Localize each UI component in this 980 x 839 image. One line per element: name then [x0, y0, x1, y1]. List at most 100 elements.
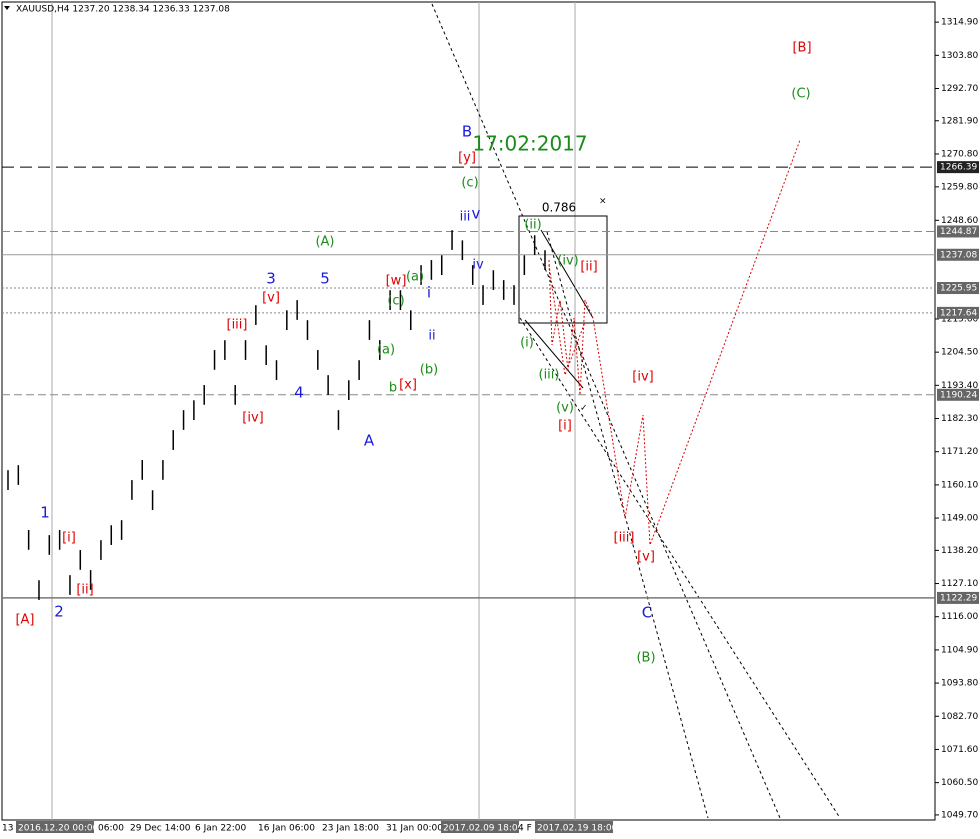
wave-label: [iv]: [242, 411, 263, 426]
x-tick-label: 31 Jan 00:00: [386, 824, 443, 834]
wave-label: (i): [520, 336, 534, 351]
level-label: 1217.64: [940, 308, 977, 318]
wave-label: v: [472, 205, 481, 223]
x-tick-label: 06:00: [98, 824, 124, 834]
y-tick-label: 1248.60: [941, 216, 978, 226]
level-box: [937, 161, 979, 174]
x-tick-label: 23 Jan 18:00: [322, 824, 379, 834]
level-label: 1266.39: [940, 163, 977, 173]
wave-label: (b): [420, 363, 438, 378]
level-label: 1122.29: [940, 593, 977, 603]
wave-label: iv: [472, 258, 484, 273]
wave-label: [x]: [399, 378, 417, 393]
trend-line: [519, 317, 841, 819]
wave-label: [iii]: [614, 531, 635, 546]
y-tick-label: 1093.80: [941, 679, 978, 689]
wave-label: 5: [320, 270, 330, 288]
y-tick-label: 1259.80: [941, 182, 978, 192]
x-tick-label: 4 F: [518, 824, 532, 834]
wave-label: 0.786: [542, 201, 576, 215]
x-label-box: [535, 821, 613, 833]
channel-line: [524, 319, 584, 389]
wave-label: [ii]: [580, 260, 597, 275]
x-tick-label: 6 Jan 22:00: [195, 824, 247, 834]
check-icon: ✓: [580, 404, 588, 414]
wave-label: [w]: [386, 274, 407, 289]
wave-label: (ii): [524, 218, 541, 233]
wave-label: (C): [791, 87, 810, 102]
wave-label: [i]: [558, 419, 572, 434]
y-tick-label: 1303.80: [941, 51, 978, 61]
level-box: [937, 248, 979, 261]
projection-path: [548, 264, 586, 376]
wave-label: [i]: [62, 531, 76, 546]
wave-label: [A]: [15, 613, 34, 628]
marker-icon: ×: [599, 197, 607, 207]
wave-label: (c): [387, 294, 404, 309]
wave-label: 17:02:2017: [472, 132, 587, 156]
y-tick-label: 1071.60: [941, 745, 978, 755]
wave-label: [v]: [262, 291, 280, 306]
wave-label: 1: [40, 504, 50, 522]
wave-label: (B): [636, 651, 655, 666]
wave-label: (iii): [539, 368, 560, 383]
wave-label: [v]: [637, 550, 655, 565]
y-tick-label: 1116.00: [941, 612, 978, 622]
wave-label: [iv]: [632, 370, 653, 385]
wave-label: (A): [315, 235, 334, 250]
y-tick-label: 1182.30: [941, 414, 978, 424]
wave-label: [iii]: [227, 318, 248, 333]
level-box: [937, 388, 979, 401]
wave-label: 3: [266, 270, 276, 288]
x-tick-label: 29 Dec 14:00: [130, 824, 191, 834]
wave-label: [B]: [792, 41, 811, 56]
wave-label: [y]: [458, 151, 476, 166]
y-tick-label: 1082.70: [941, 712, 978, 722]
x-tick-label: 2017.02.09 18:00: [443, 824, 524, 834]
wave-label: ii: [428, 329, 435, 344]
y-tick-label: 1049.70: [941, 810, 978, 820]
level-label: 1244.87: [940, 227, 977, 237]
channel-line: [540, 229, 594, 319]
x-tick-label: 16 Jan 06:00: [258, 824, 315, 834]
y-tick-label: 1193.40: [941, 381, 978, 391]
level-label: 1190.24: [940, 390, 977, 400]
wave-label: 2: [54, 603, 64, 621]
y-tick-label: 1314.90: [941, 18, 978, 28]
chart-title: XAUUSD,H4 1237.20 1238.34 1236.33 1237.0…: [16, 5, 230, 15]
wave-label: b: [389, 381, 397, 396]
x-label-box: [441, 821, 519, 833]
x-tick-label: 13: [2, 824, 13, 834]
trend-line: [546, 231, 709, 819]
y-tick-label: 1204.50: [941, 348, 978, 358]
wave-label: i: [427, 284, 431, 302]
level-box: [937, 591, 979, 604]
y-tick-label: 1127.10: [941, 579, 978, 589]
y-tick-label: 1149.00: [941, 514, 978, 524]
level-box: [937, 306, 979, 319]
wave-label: 4: [294, 384, 304, 402]
y-tick-label: 1281.90: [941, 116, 978, 126]
y-tick-label: 1215.60: [941, 314, 978, 324]
level-box: [937, 225, 979, 238]
wave-label: [ii]: [76, 583, 93, 598]
level-label: 1237.08: [940, 250, 977, 260]
menu-arrow: [4, 6, 10, 10]
x-tick-label: 2016.12.20 00:00: [18, 824, 99, 834]
level-label: 1225.95: [940, 284, 977, 294]
y-tick-label: 1292.70: [941, 84, 978, 94]
plot-frame: [1, 1, 936, 821]
y-tick-label: 1270.80: [941, 149, 978, 159]
wave-label: B: [462, 123, 472, 141]
y-tick-label: 1104.90: [941, 645, 978, 655]
wave-label: A: [364, 432, 375, 450]
wave-label: (iv): [557, 254, 578, 269]
x-label-box: [16, 821, 94, 833]
y-tick-label: 1160.10: [941, 480, 978, 490]
wave-label: (a): [406, 270, 424, 285]
level-box: [937, 282, 979, 295]
wave-label: (c): [461, 176, 478, 191]
wave-label: iii: [460, 210, 471, 225]
